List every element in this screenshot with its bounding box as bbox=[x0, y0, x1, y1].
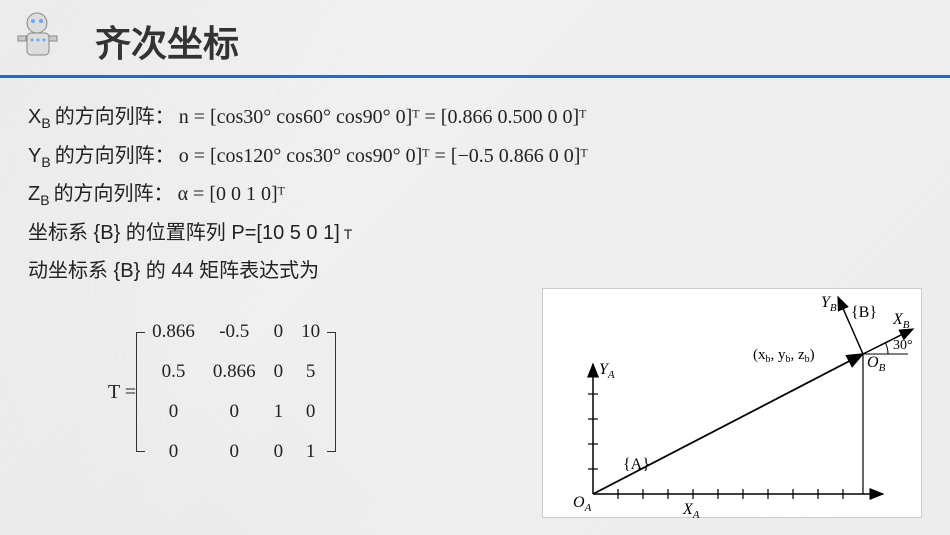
o-formula: o = [cos120° cos30° cos90° 0]ᵀ = [−0.5 0… bbox=[179, 137, 588, 175]
xb-line: XB 的方向列阵： n = [cos30° cos60° cos90° 0]ᵀ … bbox=[28, 98, 922, 137]
svg-text:OA: OA bbox=[573, 494, 592, 514]
matrix-label: T = bbox=[108, 373, 136, 411]
matrix-cell: 0 bbox=[152, 394, 195, 430]
svg-text:30°: 30° bbox=[893, 338, 913, 353]
matrix-cell: 0 bbox=[152, 434, 195, 470]
position-text: 坐标系 {B} 的位置阵列 P=[10 5 0 1] bbox=[28, 214, 340, 252]
matrix-cell: 0 bbox=[274, 314, 284, 350]
zb-line: ZB 的方向列阵： α = [0 0 1 0]ᵀ bbox=[28, 175, 922, 214]
matrix-cell: 0 bbox=[274, 434, 284, 470]
xb-dir-text: 的方向列阵： bbox=[55, 98, 175, 136]
matrix-cells: 0.866 -0.5 0 10 0.5 0.866 0 5 0 0 1 0 0 … bbox=[146, 310, 326, 474]
matrix-cell: 0 bbox=[274, 354, 284, 390]
svg-text:OB: OB bbox=[867, 354, 886, 374]
coordinate-diagram: OA XA YA {A} OB XB YB {B} 30° (xb, yb, z… bbox=[542, 288, 922, 518]
matrix-cell: 10 bbox=[301, 314, 320, 350]
svg-text:YB: YB bbox=[821, 294, 837, 314]
matrix-cell: 0.5 bbox=[152, 354, 195, 390]
xb-symbol: XB bbox=[28, 98, 51, 137]
matrix-cell: 1 bbox=[274, 394, 284, 430]
matrix-desc-line: 动坐标系 {B} 的 44 矩阵表达式为 bbox=[28, 252, 922, 290]
svg-text:XA: XA bbox=[682, 501, 700, 519]
slide-title: 齐次坐标 bbox=[95, 15, 950, 67]
svg-text:XB: XB bbox=[892, 311, 910, 331]
matrix-cell: -0.5 bbox=[213, 314, 256, 350]
matrix-desc-text: 动坐标系 {B} 的 44 矩阵表达式为 bbox=[28, 252, 319, 290]
robot-icon bbox=[12, 8, 82, 63]
yb-line: YB 的方向列阵： o = [cos120° cos30° cos90° 0]ᵀ… bbox=[28, 137, 922, 176]
svg-text:YA: YA bbox=[599, 361, 615, 381]
slide-content: XB 的方向列阵： n = [cos30° cos60° cos90° 0]ᵀ … bbox=[0, 78, 950, 494]
svg-text:{B}: {B} bbox=[851, 304, 877, 321]
yb-symbol: YB bbox=[28, 137, 51, 176]
matrix-cell: 0 bbox=[213, 434, 256, 470]
matrix-cell: 0 bbox=[301, 394, 320, 430]
matrix-cell: 0 bbox=[213, 394, 256, 430]
matrix-bracket-left bbox=[136, 332, 146, 452]
matrix-cell: 0.866 bbox=[213, 354, 256, 390]
position-line: 坐标系 {B} 的位置阵列 P=[10 5 0 1]T bbox=[28, 214, 922, 252]
svg-text:(xb, yb, zb): (xb, yb, zb) bbox=[753, 347, 815, 365]
matrix-cell: 5 bbox=[301, 354, 320, 390]
yb-dir-text: 的方向列阵： bbox=[55, 137, 175, 175]
zb-dir-text: 的方向列阵： bbox=[54, 175, 174, 213]
matrix-bracket-right bbox=[326, 332, 336, 452]
matrix-cell: 0.866 bbox=[152, 314, 195, 350]
a-formula: α = [0 0 1 0]ᵀ bbox=[178, 175, 285, 213]
svg-text:{A}: {A} bbox=[623, 456, 650, 473]
position-sup: T bbox=[344, 221, 353, 248]
n-formula: n = [cos30° cos60° cos90° 0]ᵀ = [0.866 0… bbox=[179, 98, 587, 136]
slide-header: 齐次坐标 bbox=[0, 0, 950, 78]
zb-symbol: ZB bbox=[28, 175, 50, 214]
matrix-cell: 1 bbox=[301, 434, 320, 470]
